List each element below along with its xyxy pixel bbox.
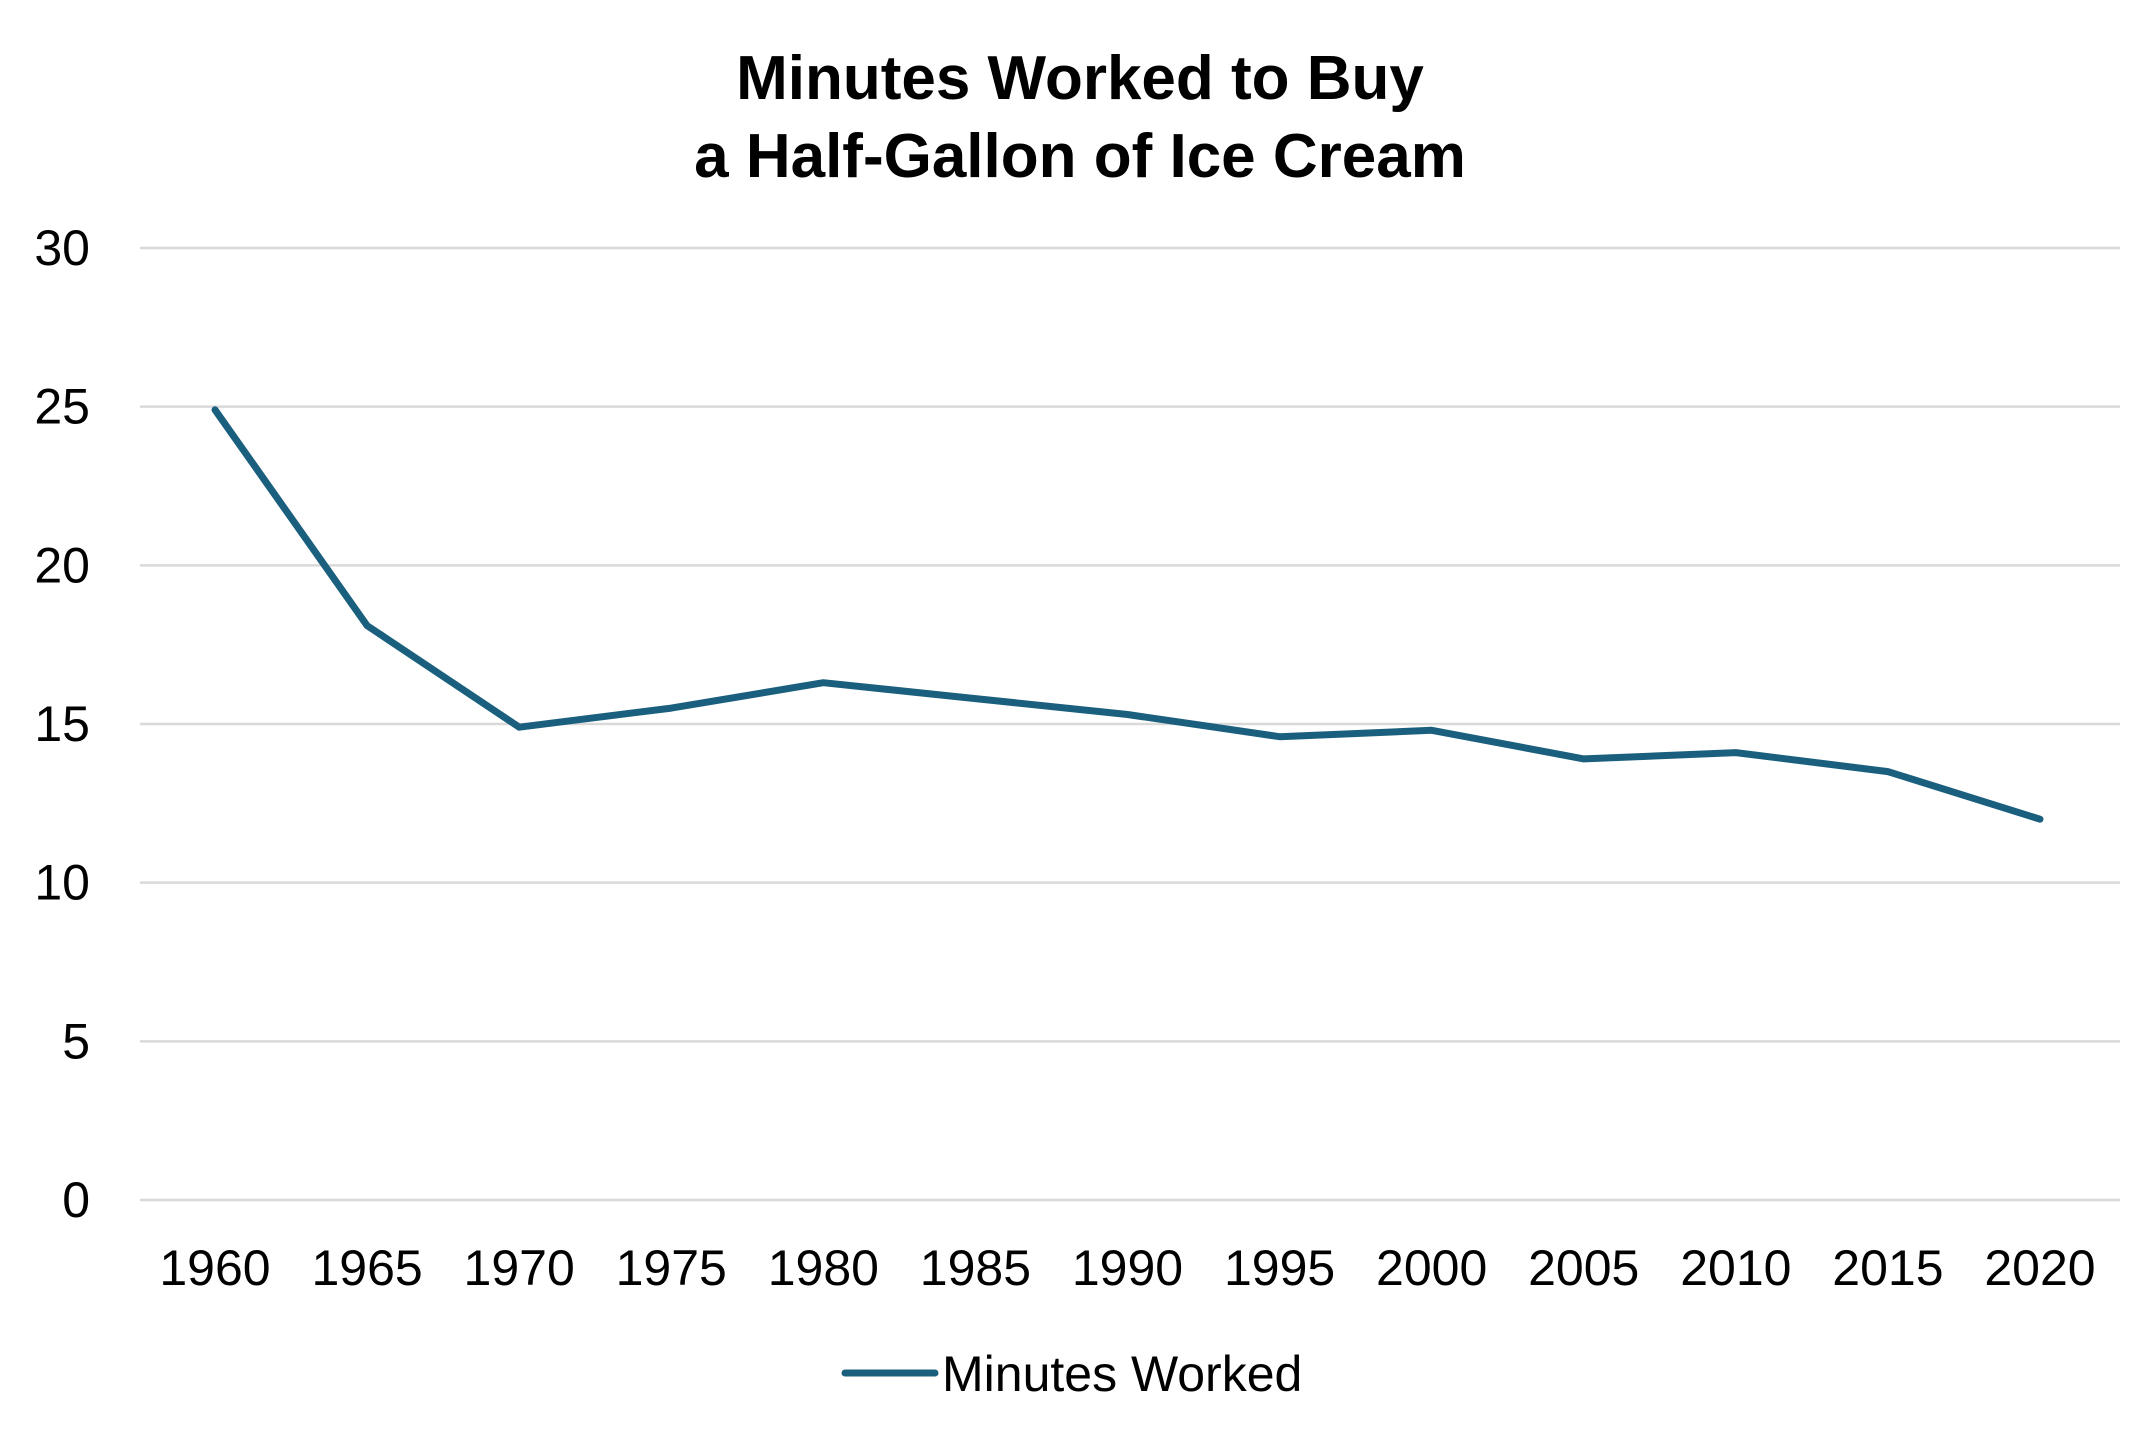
x-tick-label: 1975 bbox=[616, 1240, 727, 1296]
y-tick-label: 0 bbox=[62, 1172, 90, 1228]
x-tick-label: 2005 bbox=[1528, 1240, 1639, 1296]
x-tick-label: 1980 bbox=[768, 1240, 879, 1296]
x-tick-label: 1970 bbox=[464, 1240, 575, 1296]
y-tick-label: 5 bbox=[62, 1013, 90, 1069]
x-tick-label: 2000 bbox=[1376, 1240, 1487, 1296]
y-tick-label: 15 bbox=[34, 696, 90, 752]
legend-label: Minutes Worked bbox=[942, 1346, 1302, 1402]
y-tick-label: 25 bbox=[34, 379, 90, 435]
x-tick-label: 1990 bbox=[1072, 1240, 1183, 1296]
chart-title: Minutes Worked to Buy a Half-Gallon of I… bbox=[0, 40, 2145, 196]
x-tick-label: 1985 bbox=[920, 1240, 1031, 1296]
y-tick-label: 20 bbox=[34, 537, 90, 593]
y-tick-label: 10 bbox=[34, 855, 90, 911]
x-tick-label: 1965 bbox=[311, 1240, 422, 1296]
legend: Minutes Worked bbox=[841, 1346, 1302, 1402]
chart-title-line-2: a Half-Gallon of Ice Cream bbox=[694, 122, 1466, 191]
y-axis-ticks: 0 5 10 15 20 25 30 bbox=[34, 220, 90, 1228]
series-lines bbox=[211, 406, 2044, 823]
x-tick-label: 1995 bbox=[1224, 1240, 1335, 1296]
x-tick-label: 2015 bbox=[1832, 1240, 1943, 1296]
y-tick-label: 30 bbox=[34, 220, 90, 276]
x-axis-ticks: 1960 1965 1970 1975 1980 1985 1990 1995 2000 2005… bbox=[159, 1240, 2095, 1296]
series-line bbox=[211, 406, 2044, 823]
x-tick-label: 2020 bbox=[1984, 1240, 2095, 1296]
x-tick-label: 2010 bbox=[1680, 1240, 1791, 1296]
x-tick-label: 1960 bbox=[159, 1240, 270, 1296]
chart-title-line-1: Minutes Worked to Buy bbox=[736, 44, 1424, 113]
gridlines bbox=[140, 246, 2120, 1202]
